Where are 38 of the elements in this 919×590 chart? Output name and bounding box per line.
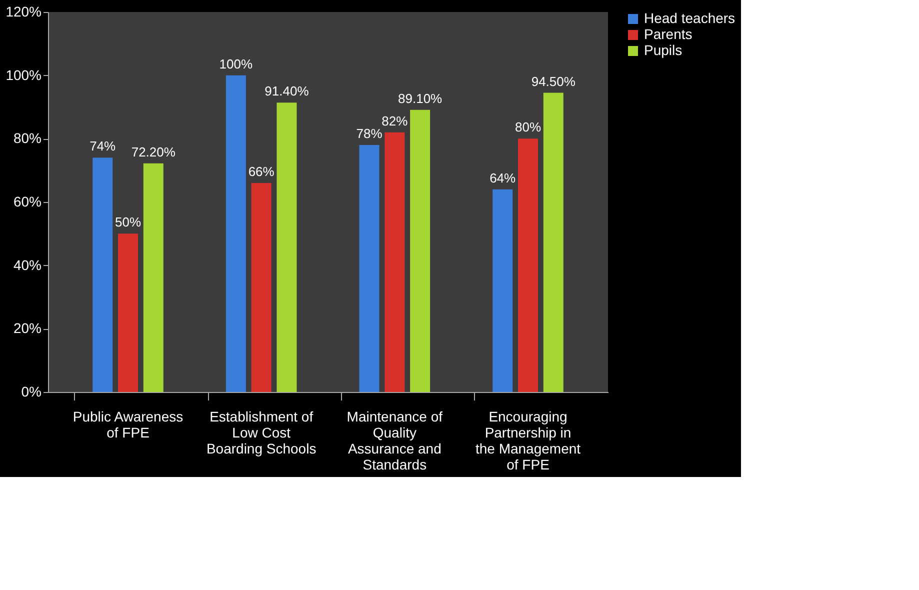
y-tick-label: 80% [13,130,42,146]
data-label: 100% [219,56,253,72]
bar [226,75,246,392]
y-tick-label: 20% [13,320,42,336]
x-tick-label: Establishment of Low Cost Boarding Schools [206,408,316,456]
bar [92,158,113,392]
y-tick-label: 0% [21,384,42,400]
data-label: 91.40% [264,84,310,99]
data-label: 66% [248,164,275,179]
data-label: 78% [356,126,383,141]
y-tick-label: 100% [6,66,42,83]
bar [492,189,513,392]
bar [410,110,430,392]
y-tick-label: 40% [13,256,42,273]
bar [359,145,380,392]
bar [251,183,272,392]
data-label: 94.50% [531,74,576,89]
data-label: 64% [490,170,516,186]
legend-label: Pupils [644,42,682,58]
data-label: 89.10% [398,90,443,106]
data-label: 74% [90,138,116,154]
bar [118,234,138,392]
bar [384,132,405,392]
data-label: 80% [514,120,542,135]
x-tick-label: Public Awareness of FPE [72,408,184,440]
bar [518,138,538,392]
bar [543,92,564,392]
x-tick-label: Encouraging Partnership in the Management of FPE [475,408,581,472]
y-tick-label: 60% [13,194,42,210]
data-label: 82% [382,113,408,128]
legend-label: Head teachers [644,10,736,26]
x-tick-label: Maintenance of Quality Assurance and Standards [346,408,443,472]
y-tick-label: 120% [6,4,42,20]
data-label: 72.20% [131,144,176,160]
data-label: 50% [114,214,142,230]
bar [143,163,164,392]
legend-label: Parents [644,26,692,42]
bar [276,102,297,392]
